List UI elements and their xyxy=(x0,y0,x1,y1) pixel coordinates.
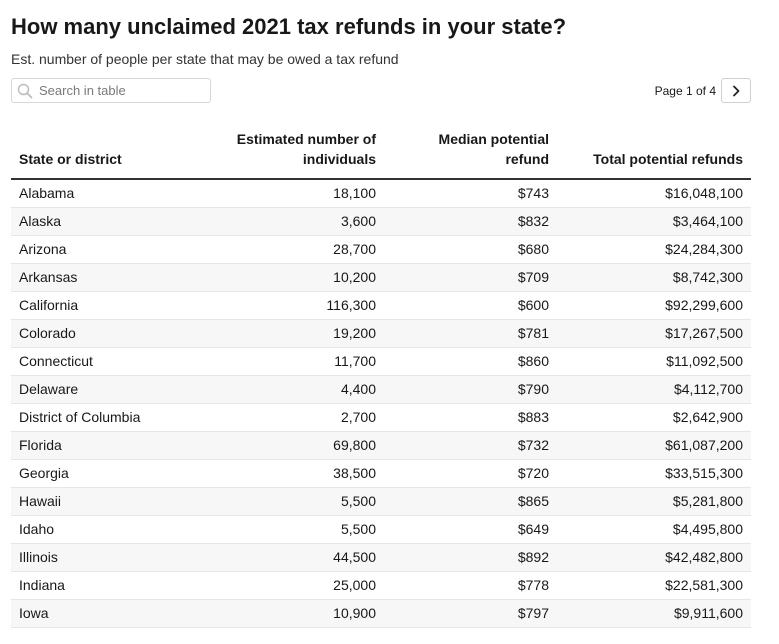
table-row: Illinois 44,500 $892 $42,482,800 xyxy=(11,543,751,572)
page-title: How many unclaimed 2021 tax refunds in y… xyxy=(11,14,567,39)
median-refund-cell: $709 xyxy=(384,263,557,292)
total-refunds-cell: $42,482,800 xyxy=(557,543,751,572)
table-row: District of Columbia 2,700 $883 $2,642,900 xyxy=(11,403,751,432)
table-row: Alaska 3,600 $832 $3,464,100 xyxy=(11,207,751,236)
table-row: Georgia 38,500 $720 $33,515,300 xyxy=(11,459,751,488)
individuals-cell: 5,500 xyxy=(196,487,384,516)
search-icon xyxy=(17,83,33,98)
state-cell: Arkansas xyxy=(11,263,196,292)
individuals-cell: 11,700 xyxy=(196,347,384,376)
individuals-cell: 10,900 xyxy=(196,599,384,628)
state-cell: California xyxy=(11,291,196,320)
state-cell: Iowa xyxy=(11,599,196,628)
median-refund-cell: $720 xyxy=(384,459,557,488)
state-cell: Alabama xyxy=(11,179,196,208)
state-cell: Indiana xyxy=(11,571,196,600)
total-refunds-cell: $11,092,500 xyxy=(557,347,751,376)
state-cell: Alaska xyxy=(11,207,196,236)
table-row: California 116,300 $600 $92,299,600 xyxy=(11,291,751,320)
table-row: Arizona 28,700 $680 $24,284,300 xyxy=(11,235,751,264)
table-row: Alabama 18,100 $743 $16,048,100 xyxy=(11,179,751,208)
individuals-cell: 116,300 xyxy=(196,291,384,320)
individuals-cell: 69,800 xyxy=(196,431,384,460)
chevron-right-icon xyxy=(733,85,740,96)
total-refunds-cell: $33,515,300 xyxy=(557,459,751,488)
total-refunds-cell: $17,267,500 xyxy=(557,319,751,348)
search-input[interactable] xyxy=(39,83,199,98)
individuals-cell: 18,100 xyxy=(196,179,384,208)
state-cell: Hawaii xyxy=(11,487,196,516)
table-row: Indiana 25,000 $778 $22,581,300 xyxy=(11,571,751,600)
table-row: Arkansas 10,200 $709 $8,742,300 xyxy=(11,263,751,292)
individuals-cell: 28,700 xyxy=(196,235,384,264)
column-header-total-refunds[interactable]: Total potential refunds xyxy=(557,128,751,180)
column-header-median-refund[interactable]: Median potential refund xyxy=(384,128,557,180)
total-refunds-cell: $24,284,300 xyxy=(557,235,751,264)
median-refund-cell: $680 xyxy=(384,235,557,264)
total-refunds-cell: $8,742,300 xyxy=(557,263,751,292)
total-refunds-cell: $16,048,100 xyxy=(557,179,751,208)
data-table: State or district Estimated number of in… xyxy=(11,128,751,628)
state-cell: Idaho xyxy=(11,515,196,544)
median-refund-cell: $865 xyxy=(384,487,557,516)
individuals-cell: 19,200 xyxy=(196,319,384,348)
individuals-cell: 25,000 xyxy=(196,571,384,600)
individuals-cell: 38,500 xyxy=(196,459,384,488)
table-header-row: State or district Estimated number of in… xyxy=(11,128,751,180)
median-refund-cell: $600 xyxy=(384,291,557,320)
total-refunds-cell: $22,581,300 xyxy=(557,571,751,600)
page-subtitle: Est. number of people per state that may… xyxy=(11,51,399,67)
state-cell: District of Columbia xyxy=(11,403,196,432)
table-row: Colorado 19,200 $781 $17,267,500 xyxy=(11,319,751,348)
state-cell: Delaware xyxy=(11,375,196,404)
total-refunds-cell: $4,495,800 xyxy=(557,515,751,544)
individuals-cell: 5,500 xyxy=(196,515,384,544)
median-refund-cell: $743 xyxy=(384,179,557,208)
table-body: Alabama 18,100 $743 $16,048,100 Alaska 3,600 $… xyxy=(11,179,751,628)
column-header-state[interactable]: State or district xyxy=(11,128,196,180)
table-row: Iowa 10,900 $797 $9,911,600 xyxy=(11,599,751,628)
pagination-label: Page 1 of 4 xyxy=(654,84,716,98)
state-cell: Arizona xyxy=(11,235,196,264)
state-cell: Colorado xyxy=(11,319,196,348)
individuals-cell: 4,400 xyxy=(196,375,384,404)
individuals-cell: 44,500 xyxy=(196,543,384,572)
individuals-cell: 10,200 xyxy=(196,263,384,292)
column-header-individuals[interactable]: Estimated number of individuals xyxy=(196,128,384,180)
median-refund-cell: $781 xyxy=(384,319,557,348)
median-refund-cell: $790 xyxy=(384,375,557,404)
median-refund-cell: $778 xyxy=(384,571,557,600)
individuals-cell: 3,600 xyxy=(196,207,384,236)
table-row: Hawaii 5,500 $865 $5,281,800 xyxy=(11,487,751,516)
total-refunds-cell: $92,299,600 xyxy=(557,291,751,320)
state-cell: Illinois xyxy=(11,543,196,572)
table-row: Idaho 5,500 $649 $4,495,800 xyxy=(11,515,751,544)
table-row: Delaware 4,400 $790 $4,112,700 xyxy=(11,375,751,404)
median-refund-cell: $649 xyxy=(384,515,557,544)
total-refunds-cell: $9,911,600 xyxy=(557,599,751,628)
total-refunds-cell: $61,087,200 xyxy=(557,431,751,460)
state-cell: Georgia xyxy=(11,459,196,488)
median-refund-cell: $797 xyxy=(384,599,557,628)
total-refunds-cell: $5,281,800 xyxy=(557,487,751,516)
median-refund-cell: $832 xyxy=(384,207,557,236)
total-refunds-cell: $4,112,700 xyxy=(557,375,751,404)
table-row: Connecticut 11,700 $860 $11,092,500 xyxy=(11,347,751,376)
state-cell: Florida xyxy=(11,431,196,460)
table-row: Florida 69,800 $732 $61,087,200 xyxy=(11,431,751,460)
total-refunds-cell: $3,464,100 xyxy=(557,207,751,236)
median-refund-cell: $892 xyxy=(384,543,557,572)
median-refund-cell: $883 xyxy=(384,403,557,432)
individuals-cell: 2,700 xyxy=(196,403,384,432)
total-refunds-cell: $2,642,900 xyxy=(557,403,751,432)
median-refund-cell: $860 xyxy=(384,347,557,376)
state-cell: Connecticut xyxy=(11,347,196,376)
next-page-button[interactable] xyxy=(721,78,751,103)
search-box[interactable] xyxy=(11,78,211,103)
median-refund-cell: $732 xyxy=(384,431,557,460)
